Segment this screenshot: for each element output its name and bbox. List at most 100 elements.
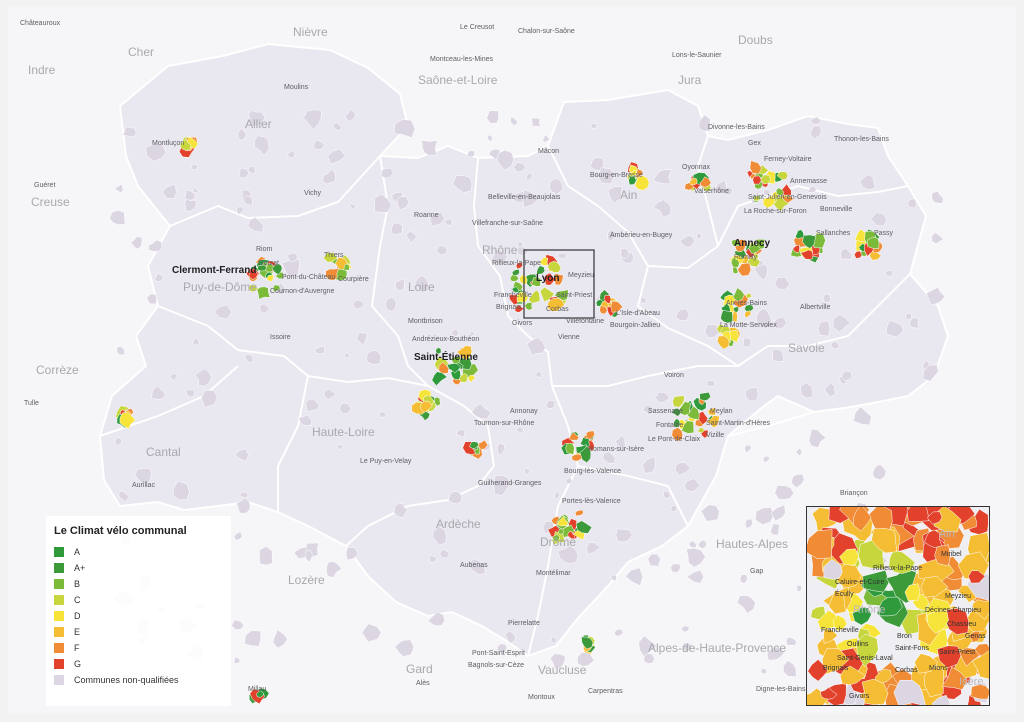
boundary-line	[577, 465, 689, 527]
commune-shape	[672, 395, 685, 408]
inset-canvas[interactable]	[807, 507, 989, 705]
commune-shape	[571, 454, 583, 462]
boundary-line	[277, 375, 309, 512]
city-label: Rillieux-la-Pape	[492, 260, 542, 267]
commune-shape	[783, 660, 797, 677]
city-label: Guilherand-Granges	[478, 480, 542, 487]
inset-l-label: Mions	[929, 665, 948, 672]
city-label: Pierrelatte	[508, 620, 540, 627]
commune-shape	[305, 549, 313, 563]
commune-shape	[439, 549, 451, 559]
commune-shape	[456, 345, 473, 361]
commune-shape	[914, 653, 939, 674]
city-label: Albertville	[800, 304, 831, 311]
commune-shape	[496, 149, 515, 171]
commune-shape	[610, 300, 623, 313]
commune-shape	[796, 585, 802, 593]
commune-shape	[522, 189, 540, 209]
commune-shape	[670, 563, 681, 573]
commune-shape	[705, 379, 716, 387]
city-label: Le Puy-en-Velay	[360, 458, 412, 465]
commune-shape	[634, 175, 650, 191]
inset-l-label: Saint-Fons	[895, 645, 929, 652]
city-label: Bourg-en-Bresse	[590, 172, 643, 179]
commune-shape	[547, 260, 562, 273]
inset-l-label: Caluire-et-Cuire	[835, 579, 885, 586]
lyon-inset-map[interactable]: Ain Rhône Isère Miribel Rillieux-la-Pape Calu…	[806, 506, 990, 706]
commune-shape	[345, 547, 359, 561]
commune-shape	[554, 289, 569, 301]
commune-shape	[256, 286, 271, 300]
commune-shape	[550, 636, 557, 644]
commune-shape	[874, 668, 892, 685]
city-label: Tulle	[24, 400, 39, 407]
city-label: Francheville	[494, 292, 532, 299]
commune-shape	[185, 389, 195, 398]
commune-shape	[689, 177, 698, 186]
legend-label: Communes non-qualifiées	[74, 675, 179, 685]
commune-shape	[385, 297, 397, 312]
city-label: Ambérieu-en-Bugey	[610, 232, 673, 239]
dept-label: Saône-et-Loire	[418, 73, 498, 87]
city-label: Sassenage	[648, 408, 684, 415]
commune-shape	[194, 368, 212, 387]
commune-shape	[904, 583, 921, 601]
commune-shape	[298, 414, 313, 426]
city-label: Annonay	[510, 408, 538, 415]
commune-shape	[444, 218, 453, 226]
commune-shape	[807, 659, 828, 682]
commune-shape	[234, 448, 249, 462]
city-label: L'Isle-d'Abeau	[616, 310, 660, 317]
inset-commune-shapes	[807, 507, 989, 705]
commune-shape	[675, 462, 691, 476]
commune-shape	[870, 212, 888, 227]
inset-l-label: Miribel	[941, 551, 962, 558]
city-label: Lons-le-Saunier	[672, 52, 722, 59]
commune-shape	[699, 392, 711, 402]
inset-dept-label: Ain	[939, 528, 955, 540]
city-label: Villefranche-sur-Saône	[472, 220, 544, 227]
commune-shape	[808, 428, 827, 449]
commune-shape	[233, 531, 243, 541]
commune-shape	[700, 504, 720, 522]
city-label: Vizille	[706, 432, 725, 439]
commune-shape	[325, 268, 339, 281]
commune-shape	[739, 574, 748, 584]
commune-shape	[366, 350, 382, 365]
commune-shape	[770, 504, 786, 522]
city-label: Saint-Martin-d'Hères	[706, 420, 770, 427]
commune-shape	[515, 426, 524, 434]
commune-shape	[305, 398, 320, 413]
commune-shape	[287, 149, 296, 159]
commune-shape	[823, 382, 836, 398]
commune-shape	[130, 236, 143, 250]
legend-item: E	[54, 626, 80, 638]
commune-shape	[247, 166, 256, 175]
commune-shape	[720, 309, 733, 324]
commune-shape	[791, 473, 805, 488]
commune-shape	[800, 249, 814, 260]
inset-l-label: Chassieu	[947, 621, 977, 628]
commune-shape	[545, 399, 556, 409]
boundary-line	[527, 385, 580, 657]
commune-shape	[707, 407, 717, 416]
commune-shape	[670, 504, 677, 512]
commune-shape	[704, 324, 720, 339]
dept-label: Jura	[678, 73, 702, 87]
city-label: Thonon-les-Bains	[834, 136, 889, 143]
commune-shape	[554, 491, 560, 500]
commune-shape	[514, 304, 525, 313]
commune-shape	[879, 596, 903, 617]
dept-label: Lozère	[288, 573, 325, 587]
city-label: Briançon	[840, 490, 868, 497]
commune-shape	[972, 599, 989, 620]
commune-shape	[931, 694, 951, 705]
commune-shape	[652, 199, 672, 218]
commune-shape	[487, 134, 493, 142]
commune-shape	[770, 523, 780, 536]
map-frame[interactable]: Cher Nièvre Indre Saône-et-Loire Doubs Jura Al…	[8, 6, 1016, 714]
commune-shape	[557, 252, 567, 259]
commune-shape	[237, 128, 247, 141]
city-label: Romans-sur-Isère	[588, 446, 645, 453]
city-label: Voiron	[664, 372, 684, 379]
